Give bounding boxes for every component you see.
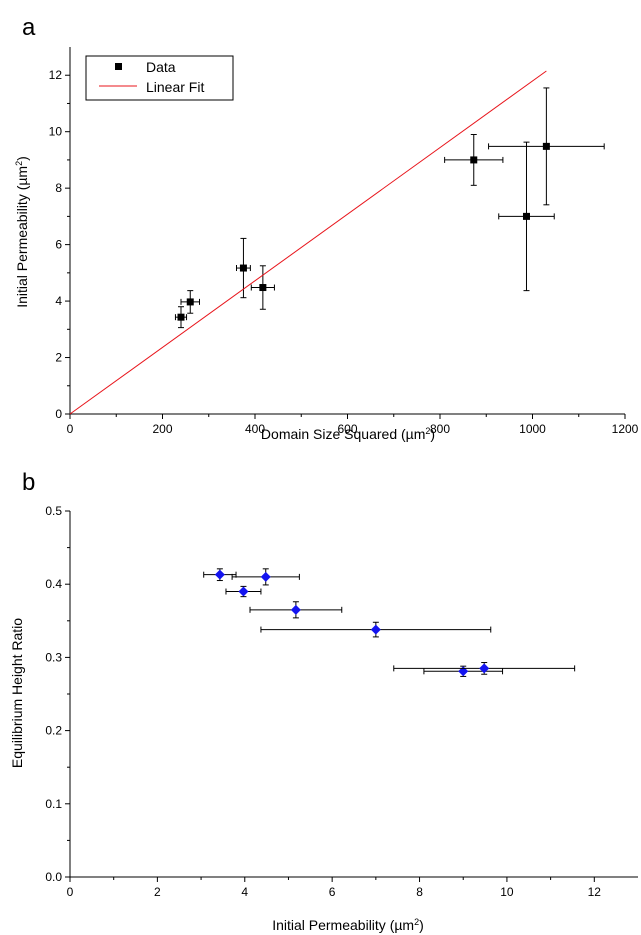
panel-a-x-tick-label: 0	[67, 422, 74, 436]
panel-a-axes: 0 200 400 600 800 1000 1200 0 2 4 6 8 10 12	[49, 47, 639, 436]
panel-a-x-tick-label: 1200	[612, 422, 639, 436]
panel-b-x-tick-label: 8	[416, 885, 423, 899]
panel-a-plot-area	[69, 70, 605, 415]
panel-b-data-point	[260, 571, 271, 582]
panel-b-y-tick-label: 0.4	[45, 577, 62, 591]
panel-a-data-point	[522, 212, 530, 220]
legend-fit-label: Linear Fit	[146, 79, 204, 95]
panel-b-y-tick-label: 0.3	[45, 650, 62, 664]
panel-a-data-point	[239, 264, 247, 272]
panel-a-label: a	[22, 14, 36, 41]
legend-data-marker	[115, 63, 122, 70]
panel-b-x-tick-label: 6	[329, 885, 336, 899]
panel-a-linear-fit-line	[69, 70, 547, 415]
panel-b-y-axis-label: Equilibrium Height Ratio	[9, 618, 25, 768]
panel-b-x-tick-label: 10	[500, 885, 514, 899]
panel-a-y-tick-label: 4	[55, 294, 62, 308]
panel-a-y-axis-label: Initial Permeability (µm2)	[14, 156, 30, 308]
panel-b-plot-area	[203, 568, 576, 677]
panel-a-data-point	[470, 156, 478, 164]
panel-b-x-tick-label: 2	[154, 885, 161, 899]
panel-a-y-tick-label: 10	[49, 125, 63, 139]
panel-b-data-point	[290, 604, 301, 615]
panel-a-y-tick-label: 2	[55, 351, 62, 365]
panel-a-x-tick-label: 400	[245, 422, 265, 436]
panel-b-x-tick-label: 0	[67, 885, 74, 899]
panel-b-data-point	[214, 569, 225, 580]
panel-b-x-tick-label: 4	[241, 885, 248, 899]
panel-b-y-tick-label: 0.2	[45, 724, 62, 738]
panel-a-data-point	[177, 313, 185, 321]
panel-a-x-axis-label: Domain Size Squared (µm2)	[261, 426, 435, 442]
panel-a-y-tick-label: 8	[55, 181, 62, 195]
panel-b-axes: 0 2 4 6 8 10 12 0.0 0.1 0.2 0.3 0.4 0.5	[45, 504, 638, 899]
panel-a-x-tick-label: 800	[430, 422, 450, 436]
panel-b-data-point	[238, 586, 249, 597]
panel-b-data-point	[370, 624, 381, 635]
panel-b-y-tick-label: 0.0	[45, 870, 62, 884]
legend-data-label: Data	[146, 59, 176, 75]
panel-b-y-tick-label: 0.1	[45, 797, 62, 811]
panel-b-x-tick-label: 12	[588, 885, 602, 899]
panel-a-x-tick-label: 600	[337, 422, 357, 436]
panel-a-y-tick-label: 6	[55, 238, 62, 252]
panel-b-data-point	[479, 663, 490, 674]
panel-b-label: b	[22, 469, 35, 496]
panel-a-x-tick-label: 1000	[519, 422, 546, 436]
panel-b-x-axis-label: Initial Permeability (µm2)	[272, 917, 424, 933]
panel-b: b 0 2 4 6 8 10 12 0.0 0.1 0.2 0.3 0.4 0.5 Initial Pe…	[9, 469, 638, 933]
panel-b-y-tick-label: 0.5	[45, 504, 62, 518]
panel-a-data-point	[186, 298, 194, 306]
panel-a-data-point	[542, 142, 550, 150]
legend-box	[85, 55, 234, 101]
panel-b-data-point	[458, 666, 469, 677]
legend: Data Linear Fit	[85, 55, 234, 101]
panel-a-y-tick-label: 12	[49, 68, 63, 82]
panel-a: a 0 200 400 600 800 1000 1200 0 2 4 6 8 10 12 Domain …	[14, 14, 639, 442]
panel-a-y-tick-label: 0	[55, 407, 62, 421]
panel-a-x-tick-label: 200	[152, 422, 172, 436]
panel-a-data-point	[259, 284, 267, 292]
